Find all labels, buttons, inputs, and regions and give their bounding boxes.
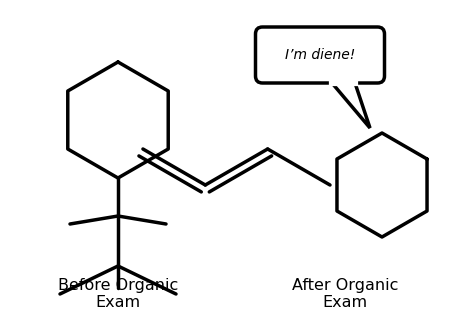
Text: After Organic
Exam: After Organic Exam — [292, 278, 398, 310]
FancyBboxPatch shape — [255, 27, 384, 83]
Text: I’m diene!: I’m diene! — [285, 48, 355, 62]
Text: Before Organic
Exam: Before Organic Exam — [58, 278, 178, 310]
Polygon shape — [332, 83, 370, 128]
